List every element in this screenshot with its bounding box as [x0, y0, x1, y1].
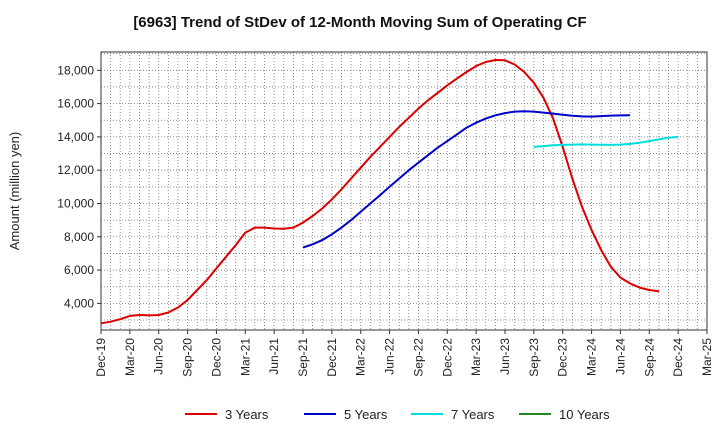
- x-tick-label: Mar-20: [123, 338, 137, 376]
- y-tick-label: 16,000: [57, 97, 94, 111]
- x-tick-label: Dec-20: [209, 338, 223, 377]
- x-tick-label: Sep-24: [642, 338, 656, 377]
- x-tick-label: Mar-25: [700, 338, 714, 376]
- x-tick-label: Dec-24: [671, 338, 685, 377]
- legend-label: 5 Years: [344, 407, 388, 422]
- y-tick-label: 14,000: [57, 130, 94, 144]
- x-tick-label: Jun-21: [267, 338, 281, 375]
- x-tick-label: Jun-20: [152, 338, 166, 375]
- y-tick-label: 18,000: [57, 63, 94, 77]
- x-tick-label: Jun-23: [498, 338, 512, 375]
- x-tick-label: Jun-24: [613, 338, 627, 375]
- legend-label: 10 Years: [559, 407, 610, 422]
- y-tick-label: 12,000: [57, 163, 94, 177]
- series-line-5-years: [302, 110, 631, 249]
- y-tick-label: 8,000: [64, 230, 94, 244]
- y-tick-label: 6,000: [64, 263, 94, 277]
- x-tick-label: Dec-23: [556, 338, 570, 377]
- legend-label: 7 Years: [451, 407, 495, 422]
- x-tick-label: Mar-23: [469, 338, 483, 376]
- x-tick-label: Sep-22: [411, 338, 425, 377]
- series-line-3-years: [100, 59, 660, 325]
- x-tick-label: Mar-24: [585, 338, 599, 376]
- plot-frame: [100, 51, 708, 331]
- x-tick-label: Sep-21: [296, 338, 310, 377]
- x-tick-label: Dec-22: [440, 338, 454, 377]
- y-axis-label: Amount (million yen): [7, 132, 22, 251]
- x-tick-label: Sep-20: [181, 338, 195, 377]
- plot-area: [101, 52, 707, 330]
- x-tick-label: Sep-23: [527, 338, 541, 377]
- x-tick-label: Dec-21: [325, 338, 339, 377]
- x-tick-label: Mar-21: [238, 338, 252, 376]
- y-tick-label: 10,000: [57, 196, 94, 210]
- x-tick-label: Mar-22: [354, 338, 368, 376]
- x-tick-label: Jun-22: [383, 338, 397, 375]
- legend-label: 3 Years: [225, 407, 269, 422]
- y-tick-label: 4,000: [64, 296, 94, 310]
- chart-title: [6963] Trend of StDev of 12-Month Moving…: [133, 14, 587, 31]
- series-line-7-years: [533, 135, 679, 148]
- x-tick-label: Dec-19: [94, 338, 108, 377]
